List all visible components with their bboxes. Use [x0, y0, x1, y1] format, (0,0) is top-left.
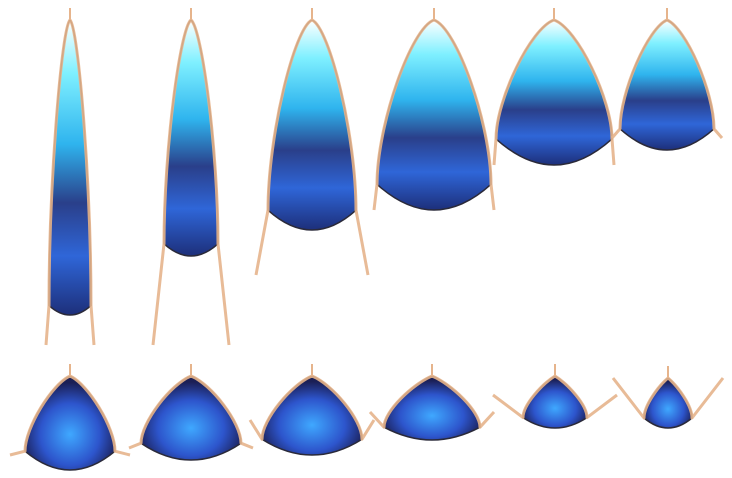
- droplet: [49, 20, 91, 315]
- droplet: [268, 20, 356, 230]
- page: (() => { const svg = document.getElement…: [0, 0, 732, 478]
- droplet: [25, 376, 115, 470]
- droplet: [496, 20, 612, 165]
- droplet: [262, 376, 362, 455]
- figure: [0, 0, 732, 478]
- droplet: [164, 20, 218, 256]
- droplet: [620, 20, 714, 150]
- droplet: [384, 376, 480, 440]
- droplet: [523, 376, 587, 428]
- droplet: [644, 378, 692, 428]
- droplet: [377, 20, 491, 210]
- droplet: [141, 376, 241, 460]
